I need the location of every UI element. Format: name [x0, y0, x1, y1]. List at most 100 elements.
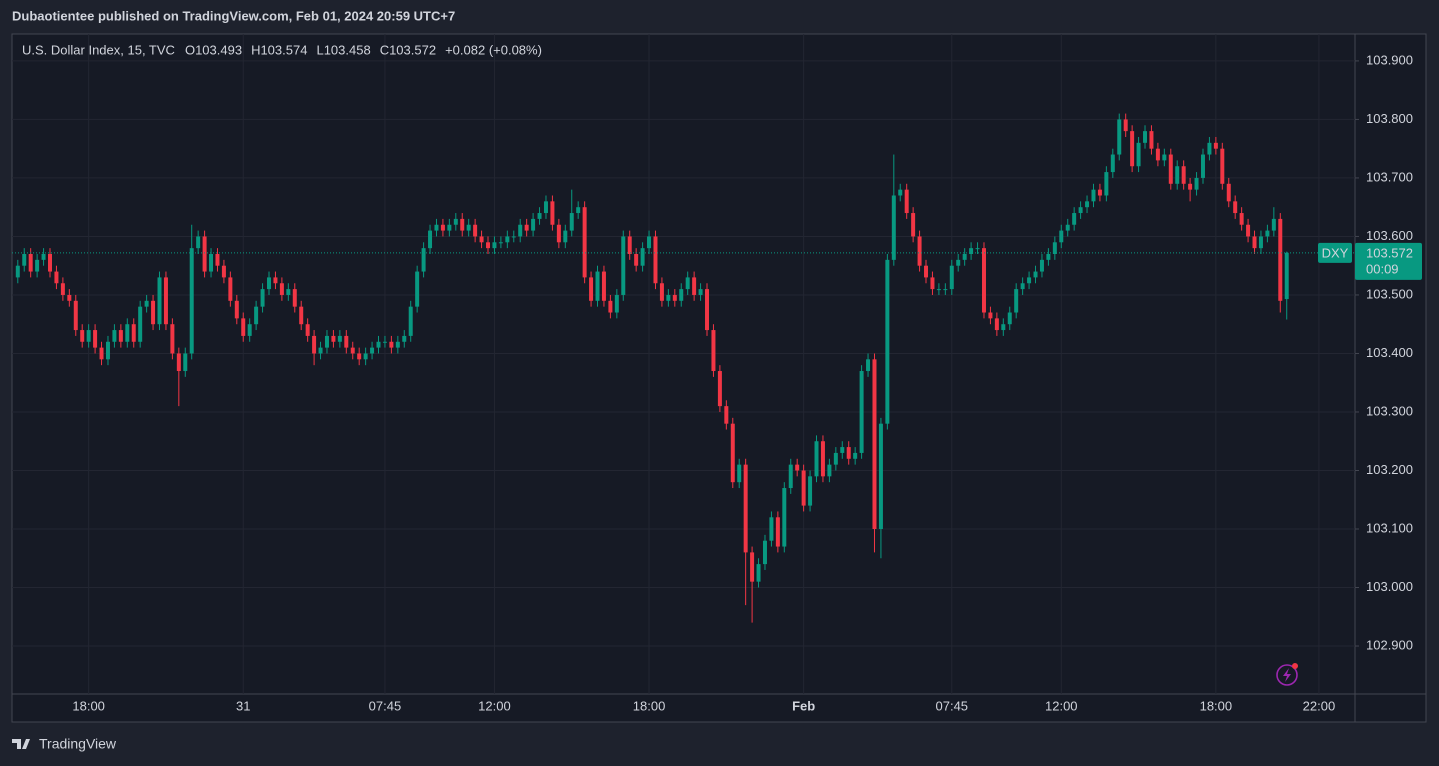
y-tick-label: 103.400	[1366, 345, 1413, 360]
price-tag: 103.572	[1366, 245, 1413, 260]
candle-body	[202, 236, 207, 272]
candle-body	[286, 289, 291, 295]
candle-body	[1033, 271, 1038, 278]
alert-bolt[interactable]	[1283, 668, 1291, 682]
candle-body	[1117, 119, 1122, 155]
candle-body	[550, 201, 555, 225]
candle-body	[833, 452, 838, 465]
candle-body	[1194, 177, 1199, 190]
candle-body	[196, 236, 201, 249]
candle-body	[131, 324, 136, 342]
x-tick-label: 22:00	[1303, 698, 1336, 713]
candle-body	[505, 236, 510, 243]
x-tick-label: 07:45	[369, 698, 402, 713]
alert-icon[interactable]	[1276, 663, 1298, 686]
ohlc-value: 103.572	[389, 42, 436, 57]
candle-body	[1265, 230, 1270, 237]
candle-body	[659, 283, 664, 301]
candle-body	[1207, 142, 1212, 155]
candle-body	[54, 271, 59, 284]
candle-body	[769, 517, 774, 541]
candle-body	[589, 277, 594, 301]
candle-body	[653, 236, 658, 284]
candle-body	[518, 224, 523, 237]
y-tick-label: 103.700	[1366, 169, 1413, 184]
chart-title: U.S. Dollar Index, 15, TVC	[22, 42, 175, 57]
candle-body	[118, 330, 123, 342]
candle-body	[1059, 230, 1064, 243]
candle-body	[1181, 166, 1186, 184]
candle-body	[1097, 189, 1102, 196]
candle-body	[969, 248, 974, 254]
candle-body	[460, 218, 465, 231]
candle-body	[176, 353, 181, 372]
grid	[12, 34, 1355, 694]
publisher-header: Dubaotientee published on TradingView.co…	[12, 8, 455, 23]
candle-body	[382, 341, 387, 343]
symbol-tag: DXY	[1322, 245, 1349, 260]
candle-body	[273, 277, 278, 284]
candle-body	[1246, 224, 1251, 237]
candle-body	[543, 201, 548, 214]
ohlc-label: O	[185, 42, 195, 57]
candle-body	[1233, 201, 1238, 214]
candle-body	[705, 289, 710, 331]
candle-body	[911, 213, 916, 237]
candle-body	[531, 218, 536, 231]
candle-body	[1046, 254, 1051, 260]
candle-body	[724, 406, 729, 424]
candle-body	[698, 289, 703, 295]
y-tick-label: 103.900	[1366, 52, 1413, 67]
candle-body	[608, 300, 613, 313]
candle-body	[743, 464, 748, 553]
candle-body	[782, 488, 787, 547]
candle-body	[775, 517, 780, 547]
candle-body	[827, 464, 832, 477]
alert-dot	[1292, 663, 1298, 669]
candle-body	[898, 189, 903, 196]
candle-body	[762, 540, 767, 565]
candle-body	[1104, 172, 1109, 196]
candle-body	[80, 330, 85, 342]
candle-body	[859, 371, 864, 453]
candle-body	[1007, 312, 1012, 325]
candle-body	[86, 330, 91, 342]
candle-body	[318, 347, 323, 354]
candle-body	[917, 236, 922, 266]
candle-body	[756, 564, 761, 582]
candle-body	[1001, 324, 1006, 331]
alert-circle[interactable]	[1276, 664, 1298, 686]
brand: TradingView	[12, 736, 117, 752]
candle-body	[537, 213, 542, 219]
candle-body	[801, 470, 806, 506]
candle-body	[949, 265, 954, 290]
y-tick-label: 103.600	[1366, 228, 1413, 243]
candle-body	[1149, 131, 1154, 149]
legend: U.S. Dollar Index, 15, TVC O 103.493 H 103.5…	[22, 42, 542, 57]
candle-body	[22, 254, 27, 266]
candle-body	[363, 353, 368, 360]
candle-body	[962, 254, 967, 260]
candle-body	[814, 441, 819, 477]
candle-body	[234, 300, 239, 319]
candle-body	[105, 341, 110, 360]
candle-body	[1072, 213, 1077, 225]
candle-body	[163, 277, 168, 325]
candle-body	[730, 423, 735, 483]
candle-body	[60, 283, 65, 295]
candle-body	[93, 330, 98, 348]
candle-body	[1175, 166, 1180, 184]
candle-body	[750, 552, 755, 582]
candle-body	[247, 324, 252, 336]
candle-body	[885, 259, 890, 424]
candle-body	[1078, 207, 1083, 214]
candles	[12, 113, 1355, 623]
candle-body	[183, 353, 188, 372]
candle-body	[138, 306, 143, 342]
candle-body	[1168, 154, 1173, 184]
candle-body	[640, 248, 645, 266]
candle-body	[556, 224, 561, 243]
candle-body	[402, 335, 407, 342]
candle-body	[292, 289, 297, 307]
